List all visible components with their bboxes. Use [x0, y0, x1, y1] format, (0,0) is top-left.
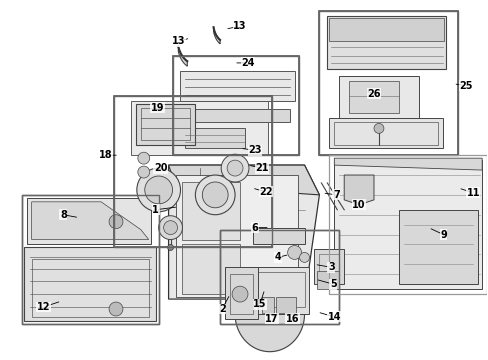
Bar [240, 267, 309, 314]
Bar [317, 271, 339, 289]
Polygon shape [168, 165, 319, 195]
Circle shape [202, 182, 228, 208]
Bar [182, 182, 240, 239]
Bar [220, 230, 339, 324]
Text: 6: 6 [251, 222, 258, 233]
Bar [314, 249, 344, 284]
Bar [328, 155, 486, 294]
Circle shape [167, 244, 173, 251]
Bar [252, 228, 304, 244]
Text: 5: 5 [329, 279, 336, 289]
Bar [319, 11, 457, 155]
Polygon shape [27, 198, 150, 244]
Bar [224, 267, 257, 319]
Circle shape [299, 252, 309, 262]
Bar [230, 274, 252, 314]
Bar [21, 195, 158, 324]
Text: 10: 10 [352, 200, 365, 210]
Bar [244, 272, 304, 307]
Text: 22: 22 [259, 187, 272, 197]
Bar [136, 104, 195, 145]
Bar [21, 195, 158, 324]
Circle shape [138, 166, 149, 178]
Bar [172, 56, 298, 155]
Bar [172, 56, 298, 155]
Text: 25: 25 [459, 81, 472, 91]
Text: 19: 19 [151, 103, 164, 113]
Text: 13: 13 [171, 36, 185, 46]
Bar [326, 16, 446, 69]
Bar [114, 96, 271, 247]
Bar [180, 71, 294, 100]
Bar [185, 129, 244, 148]
Circle shape [195, 175, 235, 215]
Text: 23: 23 [248, 145, 261, 155]
Text: 3: 3 [327, 262, 334, 272]
Bar [328, 155, 486, 294]
Circle shape [138, 152, 149, 164]
Bar [275, 297, 295, 313]
Circle shape [144, 176, 172, 204]
Bar [32, 260, 148, 317]
Text: 14: 14 [327, 312, 340, 322]
Text: 1: 1 [152, 205, 159, 215]
Polygon shape [168, 165, 319, 299]
Polygon shape [328, 18, 444, 41]
Circle shape [137, 168, 180, 212]
Bar [319, 11, 457, 155]
Polygon shape [213, 27, 220, 44]
Bar [319, 255, 339, 279]
Bar [348, 81, 398, 113]
Text: 21: 21 [255, 163, 268, 173]
Polygon shape [398, 210, 477, 284]
Polygon shape [24, 247, 155, 321]
Polygon shape [178, 46, 187, 66]
Text: 20: 20 [154, 163, 167, 173]
Polygon shape [32, 202, 148, 239]
Text: 13: 13 [233, 21, 246, 31]
Bar [114, 96, 271, 247]
Circle shape [158, 216, 182, 239]
Polygon shape [334, 160, 481, 289]
Circle shape [232, 286, 247, 302]
Text: 18: 18 [99, 150, 113, 160]
Circle shape [226, 160, 243, 176]
Text: 12: 12 [37, 302, 50, 312]
Text: 2: 2 [218, 304, 225, 314]
Circle shape [163, 221, 177, 235]
Text: 11: 11 [466, 188, 479, 198]
Bar [185, 109, 289, 122]
Text: 15: 15 [253, 299, 266, 309]
Circle shape [221, 154, 248, 182]
Text: 4: 4 [274, 252, 281, 262]
Bar [182, 244, 240, 294]
Bar [175, 175, 297, 297]
Bar [262, 297, 273, 313]
Circle shape [109, 215, 122, 229]
Circle shape [373, 123, 383, 133]
Text: 9: 9 [439, 230, 446, 239]
Bar [220, 230, 339, 324]
Text: 16: 16 [285, 314, 299, 324]
Circle shape [287, 246, 301, 260]
Polygon shape [344, 175, 373, 205]
Polygon shape [334, 158, 481, 170]
Bar [339, 76, 418, 118]
Polygon shape [235, 314, 304, 352]
Text: 17: 17 [264, 314, 278, 324]
Bar [334, 122, 438, 145]
Text: 26: 26 [366, 89, 380, 99]
Text: 8: 8 [60, 210, 67, 220]
Bar [328, 118, 443, 148]
Text: 7: 7 [332, 190, 339, 200]
Bar [141, 108, 190, 140]
Bar [131, 100, 267, 155]
Text: 24: 24 [241, 58, 254, 68]
Circle shape [109, 302, 122, 316]
